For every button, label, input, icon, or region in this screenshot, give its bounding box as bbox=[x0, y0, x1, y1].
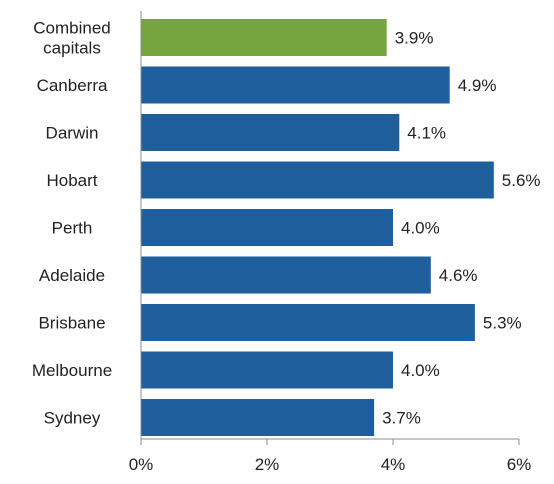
value-label-3: 5.6% bbox=[502, 171, 541, 190]
category-label-8: Sydney bbox=[44, 409, 101, 428]
x-tick-label-1: 2% bbox=[255, 455, 280, 474]
value-label-0: 3.9% bbox=[395, 29, 434, 48]
value-label-7: 4.0% bbox=[401, 361, 440, 380]
bar-4 bbox=[141, 209, 393, 246]
value-label-6: 5.3% bbox=[483, 314, 522, 333]
value-label-4: 4.0% bbox=[401, 219, 440, 238]
category-label-7: Melbourne bbox=[32, 361, 112, 380]
bar-2 bbox=[141, 114, 400, 151]
bar-5 bbox=[141, 256, 431, 294]
bar-6 bbox=[141, 304, 475, 341]
bar-7 bbox=[141, 351, 393, 389]
category-label-5: Adelaide bbox=[39, 266, 105, 285]
value-label-2: 4.1% bbox=[407, 124, 446, 143]
x-tick-label-3: 6% bbox=[507, 455, 532, 474]
x-axis: 0% 2% 4% 6% bbox=[129, 11, 532, 474]
category-label-0-line-1: capitals bbox=[43, 39, 101, 58]
bar-1 bbox=[141, 66, 450, 104]
bar-0 bbox=[141, 19, 387, 56]
category-label-1: Canberra bbox=[37, 76, 108, 95]
value-label-8: 3.7% bbox=[382, 409, 421, 428]
bar-8 bbox=[141, 399, 375, 436]
category-label-6: Brisbane bbox=[38, 314, 105, 333]
bars-layer bbox=[141, 19, 494, 436]
value-label-1: 4.9% bbox=[458, 76, 497, 95]
category-label-3: Hobart bbox=[46, 171, 97, 190]
bar-3 bbox=[141, 161, 494, 199]
x-tick-label-2: 4% bbox=[381, 455, 406, 474]
x-tick-label-0: 0% bbox=[129, 455, 154, 474]
value-label-5: 4.6% bbox=[439, 266, 478, 285]
category-label-2: Darwin bbox=[46, 124, 99, 143]
category-label-4: Perth bbox=[52, 219, 93, 238]
category-label-0-line-0: Combined bbox=[33, 19, 111, 38]
